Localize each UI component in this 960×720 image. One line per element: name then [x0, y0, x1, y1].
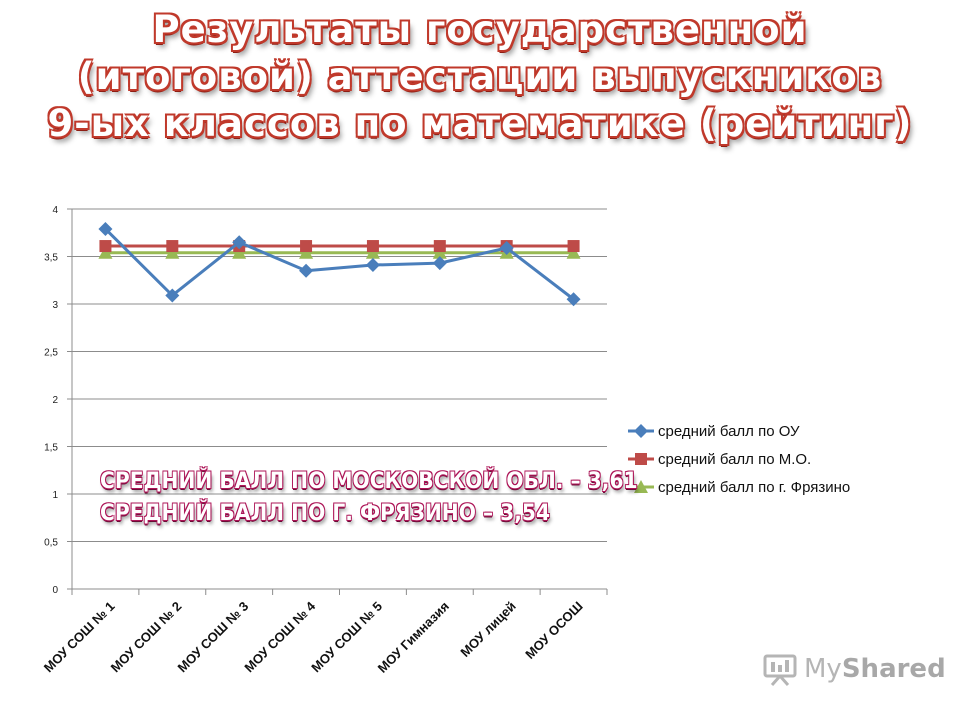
x-category-label: МОУ СОШ № 2: [108, 599, 185, 676]
watermark-text: MyShared: [804, 654, 946, 684]
data-point-marker: [299, 245, 314, 259]
annotation-fryazino: средний балл по г. Фрязино – 3,54: [100, 501, 551, 526]
data-point-marker: [365, 245, 380, 259]
data-point-marker: [365, 258, 380, 273]
x-category-label: МОУ ОСОШ: [522, 599, 585, 662]
data-point-marker: [166, 240, 179, 253]
legend-label: средний балл по г. Фрязино: [658, 479, 850, 496]
y-tick-label: 3,5: [44, 253, 58, 264]
y-tick-label: 0,5: [44, 538, 58, 549]
title-line-1: Результаты государственной: [152, 8, 808, 51]
data-point-marker: [300, 240, 313, 253]
slide-title: Результаты государственной (итоговой) ат…: [0, 6, 960, 147]
myshared-watermark: MyShared: [762, 652, 946, 686]
y-tick-label: 2,5: [44, 348, 58, 359]
x-category-label: МОУ лицей: [457, 599, 518, 660]
data-point-marker: [433, 240, 446, 253]
legend-marker: [634, 424, 648, 438]
series-3: [98, 245, 581, 259]
legend-label: средний балл по М.О.: [658, 451, 811, 468]
data-point-marker: [165, 245, 180, 259]
data-point-marker: [366, 240, 379, 253]
data-point-marker: [432, 256, 447, 271]
data-point-marker: [567, 240, 580, 253]
data-point-marker: [99, 240, 112, 253]
x-category-label: МОУ СОШ № 3: [175, 599, 252, 676]
legend-marker: [635, 453, 647, 465]
legend-entry: средний балл по г. Фрязино: [628, 479, 850, 496]
y-tick-label: 0: [52, 585, 58, 596]
data-point-marker: [98, 221, 113, 236]
y-tick-label: 1,5: [44, 443, 58, 454]
x-category-label: МОУ СОШ № 4: [241, 598, 318, 675]
series: [98, 221, 581, 307]
legend-entry: средний балл по М.О.: [628, 451, 811, 468]
data-point-marker: [299, 263, 314, 278]
x-category-label: МОУ СОШ № 5: [308, 599, 385, 676]
data-point-marker: [566, 292, 581, 307]
data-point-marker: [165, 288, 180, 303]
legend: средний балл по ОУ средний балл по М.О. ср…: [628, 423, 850, 496]
series-line: [104, 227, 575, 301]
data-point-marker: [499, 240, 514, 255]
data-point-marker: [98, 245, 113, 259]
y-tick-label: 4: [52, 205, 58, 216]
data-point-marker: [432, 245, 447, 259]
legend-marker: [634, 480, 648, 493]
data-point-marker: [232, 245, 247, 259]
y-tick-label: 1: [52, 490, 58, 501]
x-category-label: МОУ СОШ № 1: [41, 599, 118, 676]
data-point-marker: [232, 235, 247, 250]
series-1: [98, 221, 581, 307]
legend-label: средний балл по ОУ: [658, 423, 800, 440]
x-category-label: МОУ Гимназия: [375, 599, 452, 676]
gridlines: [72, 208, 607, 542]
annotation-moscow-region: средний балл по Московской обл. – 3,61: [100, 469, 638, 494]
data-point-marker: [566, 245, 581, 259]
title-line-2: (итоговой) аттестации выпускников: [77, 55, 883, 98]
y-tick-label: 2: [52, 395, 58, 406]
legend-entry: средний балл по ОУ: [628, 423, 800, 440]
y-tick-label: 3: [52, 300, 58, 311]
average-scores-annotation: средний балл по Московской обл. – 3,61 с…: [100, 466, 684, 530]
presentation-icon: [763, 654, 797, 686]
title-line-3: 9-ых классов по математике (рейтинг): [47, 102, 913, 145]
